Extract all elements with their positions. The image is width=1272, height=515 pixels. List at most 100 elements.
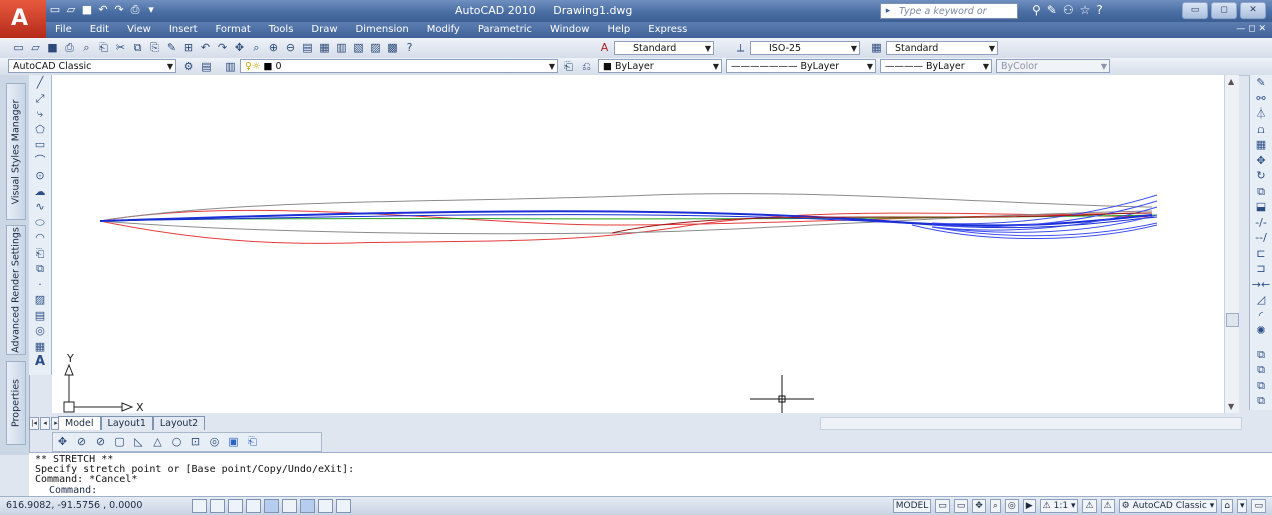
quick-view-drawings-icon[interactable]: ▭ bbox=[953, 499, 969, 513]
color-combo[interactable]: ■ ByLayer ▼ bbox=[598, 59, 722, 73]
steering-wheel-icon[interactable]: ◎ bbox=[1004, 499, 1019, 513]
search-input[interactable]: Type a keyword or phrase bbox=[880, 3, 1018, 33]
wedge-icon[interactable]: ◺ bbox=[134, 435, 143, 448]
open-icon[interactable]: ▱ bbox=[31, 41, 40, 54]
trim-icon[interactable]: -/- bbox=[1255, 215, 1267, 229]
block-editor-icon[interactable]: ⊞ bbox=[183, 41, 194, 54]
torus-icon[interactable]: ◎ bbox=[209, 435, 220, 448]
cylinder-icon[interactable]: ⊡ bbox=[190, 435, 201, 448]
properties-tab[interactable]: Properties bbox=[6, 361, 26, 445]
lineweight-combo[interactable]: ———— ByLayer ▼ bbox=[880, 59, 992, 73]
drawing-canvas[interactable]: Y X bbox=[52, 75, 1224, 414]
insert-block-icon[interactable]: ⎗ bbox=[35, 246, 45, 260]
table-style-combo[interactable]: Standard ▼ bbox=[886, 41, 998, 55]
zoom-previous-icon[interactable]: ⊖ bbox=[285, 41, 296, 54]
orbit-icon[interactable]: ✥ bbox=[57, 435, 68, 448]
open-icon[interactable]: ▱ bbox=[66, 3, 76, 16]
publish-icon[interactable]: ⎗ bbox=[99, 41, 108, 54]
bring-above-icon[interactable]: ⧉ bbox=[1257, 378, 1265, 392]
cut-icon[interactable]: ✂ bbox=[115, 41, 126, 54]
markup-icon[interactable]: ▨ bbox=[370, 41, 381, 54]
preview-icon[interactable]: ⌕ bbox=[83, 41, 90, 54]
help-icon[interactable]: ? bbox=[406, 41, 413, 54]
plotstyle-combo[interactable]: ByColor ▼ bbox=[996, 59, 1110, 73]
mirror-icon[interactable]: ⏃ bbox=[1255, 107, 1267, 120]
grid-display-icon[interactable] bbox=[210, 499, 225, 513]
matchprop-icon[interactable]: ✎ bbox=[166, 41, 177, 54]
ortho-mode-icon[interactable] bbox=[228, 499, 243, 513]
menu-edit[interactable]: Edit bbox=[89, 24, 110, 35]
revision-cloud-icon[interactable]: ☁ bbox=[34, 184, 46, 198]
zoom-icon[interactable]: ⌕ bbox=[989, 499, 1001, 513]
move-icon[interactable]: ✥ bbox=[1256, 153, 1266, 167]
send-under-icon[interactable]: ⧉ bbox=[1257, 394, 1265, 407]
annotation-scale[interactable]: ⚠ 1:1 ▾ bbox=[1039, 499, 1079, 513]
copy-object-icon[interactable]: ⚯ bbox=[1256, 91, 1266, 105]
menu-window[interactable]: Window bbox=[550, 24, 590, 35]
qat-dropdown-icon[interactable]: ▾ bbox=[148, 3, 154, 16]
continuous-orbit-icon[interactable]: ⊘ bbox=[95, 435, 106, 448]
menu-parametric[interactable]: Parametric bbox=[477, 24, 532, 35]
horizontal-scrollbar[interactable] bbox=[820, 417, 1242, 430]
point-icon[interactable]: · bbox=[38, 277, 42, 291]
workspace-combo[interactable]: AutoCAD Classic ▼ bbox=[8, 59, 176, 73]
otrack-icon[interactable] bbox=[300, 499, 315, 513]
arc-icon[interactable]: ⌒ bbox=[34, 153, 46, 167]
quick-view-layouts-icon[interactable]: ▭ bbox=[935, 499, 950, 513]
dynamic-ucs-icon[interactable] bbox=[318, 499, 333, 513]
snap-mode-icon[interactable] bbox=[192, 499, 207, 513]
scroll-down-icon[interactable]: ▼ bbox=[1228, 402, 1235, 411]
scrollbar-thumb[interactable] bbox=[1226, 313, 1239, 327]
first-tab-icon[interactable]: |◂ bbox=[29, 417, 39, 430]
tab-layout2[interactable]: Layout2 bbox=[152, 416, 206, 430]
layer-combo[interactable]: ♀☼ ■ 0 ▼ bbox=[240, 59, 558, 73]
line-icon[interactable]: ╱ bbox=[36, 76, 44, 89]
break-icon[interactable]: ⊐ bbox=[1256, 262, 1266, 275]
extrude-icon[interactable]: ⎗ bbox=[248, 435, 257, 448]
polar-tracking-icon[interactable] bbox=[246, 499, 261, 513]
menu-format[interactable]: Format bbox=[215, 24, 251, 35]
model-space-toggle[interactable]: MODEL bbox=[892, 499, 932, 513]
menu-express[interactable]: Express bbox=[648, 24, 688, 35]
visual-styles-tab[interactable]: Visual Styles Manager bbox=[6, 83, 26, 220]
save-icon[interactable]: ■ bbox=[81, 3, 93, 16]
sphere-icon[interactable]: ○ bbox=[171, 435, 182, 448]
prev-tab-icon[interactable]: ◂ bbox=[40, 417, 50, 430]
search-binoculars-icon[interactable]: ⚲ bbox=[1032, 3, 1041, 17]
favorites-icon[interactable]: ☆ bbox=[1079, 3, 1091, 17]
workspace-switch[interactable]: ⚙ AutoCAD Classic ▾ bbox=[1118, 499, 1218, 513]
join-icon[interactable]: →← bbox=[1251, 277, 1271, 291]
menu-help[interactable]: Help bbox=[607, 24, 631, 35]
construction-line-icon[interactable]: ⤢ bbox=[35, 91, 45, 105]
layer-properties-icon[interactable]: ▥ bbox=[225, 60, 236, 73]
dim-style-combo[interactable]: ISO-25 ▼ bbox=[750, 41, 860, 55]
new-icon[interactable]: ▭ bbox=[49, 3, 61, 16]
zoom-window-icon[interactable]: ⊕ bbox=[268, 41, 279, 54]
maximize-button[interactable]: ◻ bbox=[1211, 2, 1237, 19]
erase-icon[interactable]: ✎ bbox=[1256, 76, 1266, 89]
designcenter-icon[interactable]: ▦ bbox=[319, 41, 330, 54]
linetype-combo[interactable]: ——————— ByLayer ▼ bbox=[726, 59, 876, 73]
break-at-point-icon[interactable]: ⊏ bbox=[1256, 246, 1266, 260]
tool-palettes-icon[interactable]: ▥ bbox=[336, 41, 347, 54]
make-current-icon[interactable]: ⎗ bbox=[564, 60, 573, 73]
send-to-back-icon[interactable]: ⧉ bbox=[1257, 363, 1265, 376]
planar-surface-icon[interactable]: ▣ bbox=[228, 435, 239, 448]
document-controls[interactable]: — ◻ ✕ bbox=[1236, 24, 1266, 34]
search-dropdown-icon[interactable]: ▸ bbox=[885, 6, 891, 16]
explode-icon[interactable]: ✺ bbox=[1256, 324, 1266, 337]
menu-view[interactable]: View bbox=[127, 24, 151, 35]
application-menu-button[interactable]: A bbox=[0, 0, 46, 40]
circle-icon[interactable]: ⊙ bbox=[35, 169, 45, 182]
text-style-combo[interactable]: Standard ▼ bbox=[614, 41, 714, 55]
rotate-icon[interactable]: ↻ bbox=[1256, 169, 1266, 182]
clean-screen-icon[interactable]: ▭ bbox=[1251, 499, 1266, 513]
menu-draw[interactable]: Draw bbox=[311, 24, 338, 35]
multiline-text-icon[interactable]: A bbox=[34, 354, 46, 369]
rectangle-icon[interactable]: ▭ bbox=[34, 138, 46, 151]
plot-icon[interactable]: ⎙ bbox=[65, 41, 74, 54]
hatch-icon[interactable]: ▨ bbox=[34, 293, 46, 306]
make-block-icon[interactable]: ⧉ bbox=[36, 262, 44, 275]
communication-icon[interactable]: ⚇ bbox=[1062, 3, 1074, 17]
workspace-settings-icon[interactable]: ⚙ bbox=[183, 60, 194, 73]
